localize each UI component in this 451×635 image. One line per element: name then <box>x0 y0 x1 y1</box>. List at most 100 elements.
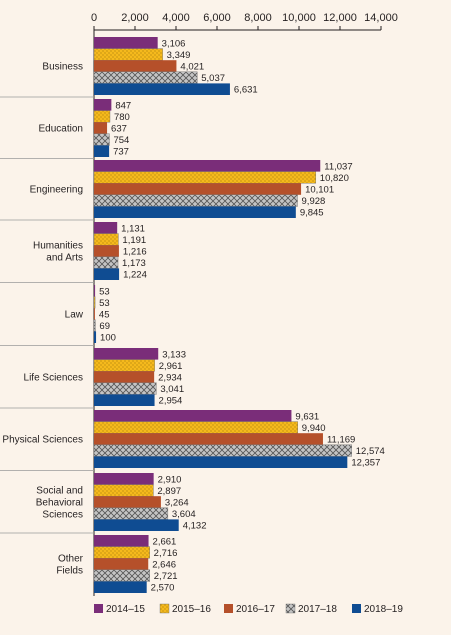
x-tick-label: 6,000 <box>203 12 231 24</box>
bar <box>93 382 157 395</box>
bar-value-label: 2,934 <box>158 373 182 384</box>
x-tick-label: 14,000 <box>364 12 398 24</box>
bar <box>93 171 317 184</box>
bar <box>94 122 108 134</box>
bar-value-label: 2,910 <box>158 474 182 485</box>
legend: 2014–15 2015–16 2016–17 2017–18 2018–19 <box>94 603 403 615</box>
bar-value-label: 4,132 <box>183 521 207 532</box>
bar-value-label: 45 <box>99 310 110 321</box>
legend-label: 2018–19 <box>364 604 403 615</box>
bar-value-label: 2,661 <box>153 536 177 547</box>
bar <box>94 348 159 360</box>
bar <box>94 473 154 485</box>
bar-value-label: 1,131 <box>121 223 145 234</box>
category-label: Humanities and Arts <box>33 241 83 264</box>
bar-value-label: 2,961 <box>159 361 183 372</box>
bar-value-label: 3,349 <box>167 50 191 61</box>
legend-label: 2016–17 <box>236 604 275 615</box>
bar <box>94 183 302 195</box>
bar-value-label: 12,357 <box>351 458 380 469</box>
bar <box>94 268 120 280</box>
category-label: Education <box>39 124 83 135</box>
bar <box>94 371 155 383</box>
bar-value-label: 69 <box>99 321 110 332</box>
category-labels: Business Education Engineering Humanities an… <box>2 62 83 577</box>
bar <box>94 83 230 95</box>
bar <box>94 308 95 320</box>
bar <box>94 245 119 257</box>
x-tick-label: 8,000 <box>244 12 272 24</box>
legend-label: 2015–16 <box>172 604 211 615</box>
bar-value-label: 9,845 <box>300 208 324 219</box>
bar <box>94 519 179 531</box>
bar <box>93 546 150 559</box>
bar-value-label: 53 <box>99 286 110 297</box>
x-tick-label: 12,000 <box>323 12 357 24</box>
bar <box>94 410 292 422</box>
bar <box>94 558 149 570</box>
category-label: Law <box>65 310 84 321</box>
bar-value-label: 3,041 <box>160 384 184 395</box>
bar-value-label: 2,954 <box>159 396 183 407</box>
bar <box>94 160 321 172</box>
legend-swatch <box>159 603 170 614</box>
bar <box>94 206 296 218</box>
bar-value-label: 3,106 <box>162 38 186 49</box>
legend-swatch <box>94 604 103 613</box>
legend-swatch <box>352 604 361 613</box>
bar-value-label: 11,037 <box>324 161 352 172</box>
category-label: Engineering <box>30 185 83 196</box>
bar <box>94 60 177 72</box>
category-label: Physical Sciences <box>2 435 83 446</box>
category-label: Other Fields <box>56 554 83 577</box>
bar-value-label: 2,716 <box>154 548 178 559</box>
bar <box>93 110 111 123</box>
bar <box>93 444 352 457</box>
bar-value-label: 2,721 <box>154 571 178 582</box>
bar-value-label: 9,940 <box>302 423 326 434</box>
bar-value-label: 3,264 <box>165 498 189 509</box>
bar-value-label: 4,021 <box>180 62 204 73</box>
bar-value-label: 5,037 <box>201 73 225 84</box>
bar-value-label: 3,604 <box>172 509 196 520</box>
bar <box>93 48 163 61</box>
bar <box>93 569 150 582</box>
bar <box>93 484 154 497</box>
bar <box>93 256 119 269</box>
x-tick-label: 0 <box>91 12 97 24</box>
bar <box>94 433 323 445</box>
bar-value-label: 2,570 <box>151 583 175 594</box>
bar <box>93 507 169 520</box>
bar-value-label: 10,101 <box>305 185 334 196</box>
legend-swatch <box>285 603 296 614</box>
bar-value-label: 9,928 <box>302 196 326 207</box>
x-tick-label: 2,000 <box>121 12 149 24</box>
bar-value-label: 2,646 <box>152 560 176 571</box>
category-label: Business <box>42 62 83 73</box>
bar <box>94 145 110 157</box>
legend-swatch <box>224 604 233 613</box>
bar <box>93 233 119 246</box>
bar <box>94 456 348 468</box>
category-label: Life Sciences <box>24 373 83 384</box>
bar <box>94 394 155 406</box>
bar <box>94 331 97 343</box>
bar-value-label: 6,631 <box>234 85 258 96</box>
bar-value-label: 1,173 <box>122 258 146 269</box>
bar <box>94 37 158 49</box>
bar-value-label: 1,216 <box>123 247 147 258</box>
bar-value-label: 754 <box>113 135 129 146</box>
bar <box>94 496 161 508</box>
bar-value-label: 100 <box>100 333 116 344</box>
bar-value-label: 847 <box>115 100 131 111</box>
bar-value-label: 11,169 <box>327 435 355 446</box>
bar <box>94 535 149 547</box>
legend-label: 2014–15 <box>106 604 145 615</box>
category-label: Social and Behavioral Sciences <box>36 486 83 521</box>
bar-value-label: 12,574 <box>356 446 385 457</box>
bar <box>93 194 298 207</box>
bar-value-label: 3,133 <box>162 349 186 360</box>
legend-label: 2017–18 <box>298 604 337 615</box>
bar-value-label: 737 <box>113 147 129 158</box>
bar <box>94 285 96 297</box>
